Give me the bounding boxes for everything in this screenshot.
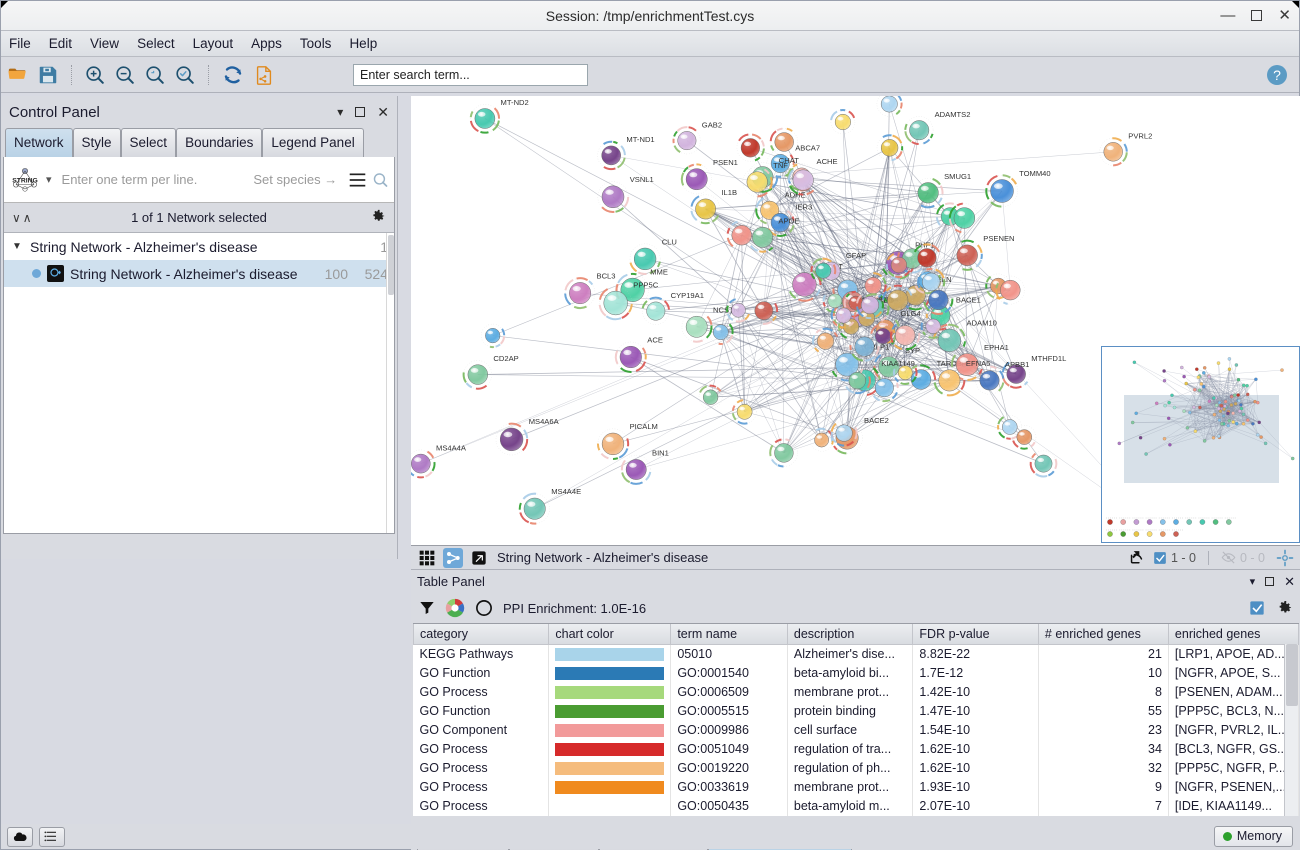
svg-text:IER3: IER3 (795, 203, 812, 212)
svg-text:MT-ND1: MT-ND1 (626, 135, 654, 144)
svg-text:ACE: ACE (647, 336, 663, 345)
svg-text:CD2AP: CD2AP (493, 354, 518, 363)
svg-text:APBB1: APBB1 (1005, 360, 1029, 369)
svg-text:TNF: TNF (773, 161, 788, 170)
svg-text:MT-ND2: MT-ND2 (501, 98, 529, 107)
svg-text:BCL3: BCL3 (597, 272, 616, 281)
svg-text:GAB2: GAB2 (702, 121, 722, 130)
svg-text:APOE: APOE (778, 216, 799, 225)
svg-text:TOMM40: TOMM40 (1019, 169, 1051, 178)
svg-text:IL1B: IL1B (721, 188, 737, 197)
svg-text:GFAP: GFAP (846, 251, 866, 260)
svg-text:MS4A4A: MS4A4A (436, 443, 467, 452)
svg-text:GLG4: GLG4 (901, 309, 921, 318)
svg-text:PPP5C: PPP5C (633, 280, 658, 289)
svg-text:CYP19A1: CYP19A1 (671, 291, 704, 300)
svg-text:MS4A4E: MS4A4E (551, 487, 581, 496)
svg-text:BIN1: BIN1 (652, 449, 669, 458)
svg-text:KIAA1149: KIAA1149 (881, 359, 915, 368)
svg-text:SMUG1: SMUG1 (944, 172, 971, 181)
svg-text:ADAMTS2: ADAMTS2 (935, 110, 971, 119)
svg-text:PSENEN: PSENEN (983, 234, 1014, 243)
svg-text:PSEN1: PSEN1 (713, 158, 738, 167)
svg-text:?: ? (1273, 67, 1281, 83)
svg-text:MS4A6A: MS4A6A (529, 417, 560, 426)
svg-text:PICALM: PICALM (630, 422, 658, 431)
svg-text:ACHE: ACHE (817, 157, 838, 166)
svg-text:VSNL1: VSNL1 (630, 175, 654, 184)
svg-text:CLU: CLU (662, 237, 677, 246)
svg-text:STRING: STRING (12, 177, 38, 184)
svg-text:EFNA5: EFNA5 (966, 359, 990, 368)
svg-text:MME: MME (650, 267, 668, 276)
svg-text:ADAM10: ADAM10 (967, 318, 997, 327)
svg-text:BACE1: BACE1 (956, 295, 981, 304)
svg-text:PVRL2: PVRL2 (1128, 132, 1152, 141)
svg-text:BACE2: BACE2 (864, 416, 889, 425)
svg-text:MTHFD1L: MTHFD1L (1031, 354, 1066, 363)
svg-text:EPHA1: EPHA1 (984, 343, 1009, 352)
svg-text:ABCA7: ABCA7 (795, 144, 820, 153)
